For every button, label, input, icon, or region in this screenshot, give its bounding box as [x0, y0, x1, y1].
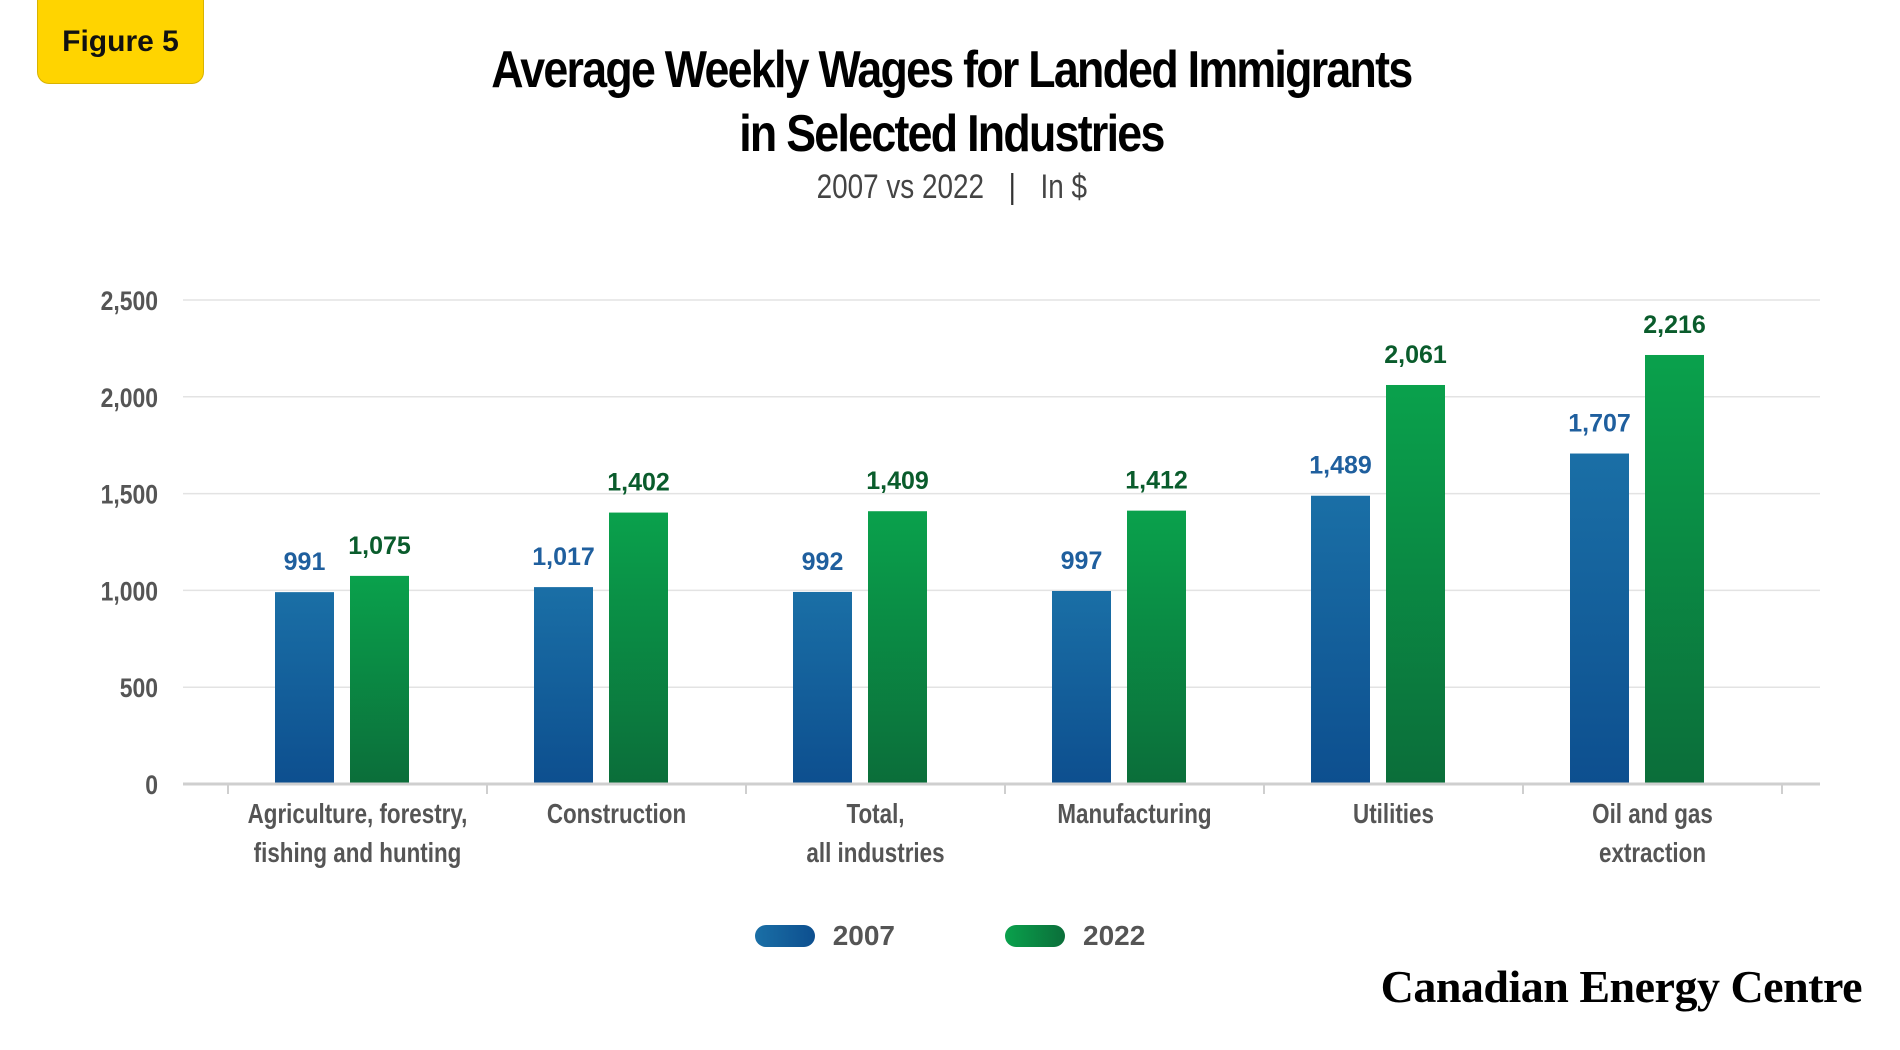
- legend-item-2007: 2007: [754, 920, 895, 952]
- bar-2007: [1052, 590, 1111, 783]
- bar-2007: [534, 587, 593, 783]
- bar-2007: [1311, 495, 1370, 783]
- x-category-label: fishing and hunting: [254, 838, 462, 869]
- data-label-2022: 2,061: [1384, 341, 1447, 369]
- x-category-label: Oil and gas: [1592, 799, 1713, 830]
- bar-2007: [1570, 453, 1629, 783]
- bar-2022: [868, 511, 927, 783]
- bar-2022: [1645, 354, 1704, 783]
- subtitle-separator: |: [1008, 168, 1016, 206]
- data-label-2007: 1,489: [1309, 452, 1372, 480]
- bar-2022: [609, 512, 668, 783]
- bar-2007: [793, 591, 852, 783]
- x-category-label: Utilities: [1353, 799, 1434, 830]
- legend-label-2007: 2007: [832, 920, 895, 951]
- chart-title-line-1: Average Weekly Wages for Landed Immigran…: [491, 41, 1413, 99]
- data-label-2007: 1,707: [1568, 410, 1631, 438]
- x-category-label: all industries: [806, 838, 944, 869]
- legend-label-2022: 2022: [1083, 920, 1146, 951]
- chart-legend: 2007 2022: [0, 920, 1900, 952]
- y-tick-label: 2,500: [101, 286, 158, 316]
- chart-subtitle: 2007 vs 2022 | In $: [173, 168, 1731, 207]
- x-category-label: Total,: [846, 799, 904, 830]
- x-category-label: Agriculture, forestry,: [248, 799, 468, 830]
- bar-2022: [350, 575, 409, 783]
- data-label-2022: 1,402: [607, 469, 670, 497]
- data-label-2022: 1,412: [1125, 467, 1188, 495]
- chart-title-line-2: in Selected Industries: [739, 105, 1165, 163]
- figure-badge: Figure 5: [37, 0, 204, 84]
- legend-swatch-2022: [1005, 925, 1065, 947]
- y-tick-label: 1,000: [101, 577, 158, 607]
- x-category-label: extraction: [1599, 838, 1706, 869]
- data-label-2007: 991: [284, 548, 326, 576]
- y-tick-label: 0: [145, 770, 158, 800]
- y-tick-label: 2,000: [101, 383, 158, 413]
- data-label-2007: 1,017: [532, 543, 595, 571]
- subtitle-units: In $: [1040, 168, 1087, 206]
- data-label-2022: 2,216: [1643, 311, 1706, 339]
- x-category-label: Manufacturing: [1057, 799, 1211, 830]
- data-label-2022: 1,075: [348, 532, 411, 560]
- data-label-2022: 1,409: [866, 467, 929, 495]
- legend-item-2022: 2022: [1005, 920, 1145, 952]
- bar-2007: [275, 592, 334, 783]
- x-category-label: Construction: [547, 799, 686, 830]
- chart-title: Average Weekly Wages for Landed Immigran…: [134, 38, 1768, 166]
- bar-2022: [1386, 384, 1445, 783]
- y-tick-label: 1,500: [101, 480, 158, 510]
- bar-chart: 0 500 1,000 1,500 2,000 2,500 991 1,075 Agricult…: [101, 286, 1820, 869]
- subtitle-years: 2007 vs 2022: [816, 168, 985, 206]
- brand-logo-text: Canadian Energy Centre: [1380, 961, 1863, 1012]
- legend-swatch-2007: [754, 925, 815, 947]
- bar-2022: [1127, 510, 1186, 783]
- data-label-2007: 992: [802, 548, 844, 576]
- data-label-2007: 997: [1061, 547, 1103, 575]
- y-tick-label: 500: [120, 673, 158, 703]
